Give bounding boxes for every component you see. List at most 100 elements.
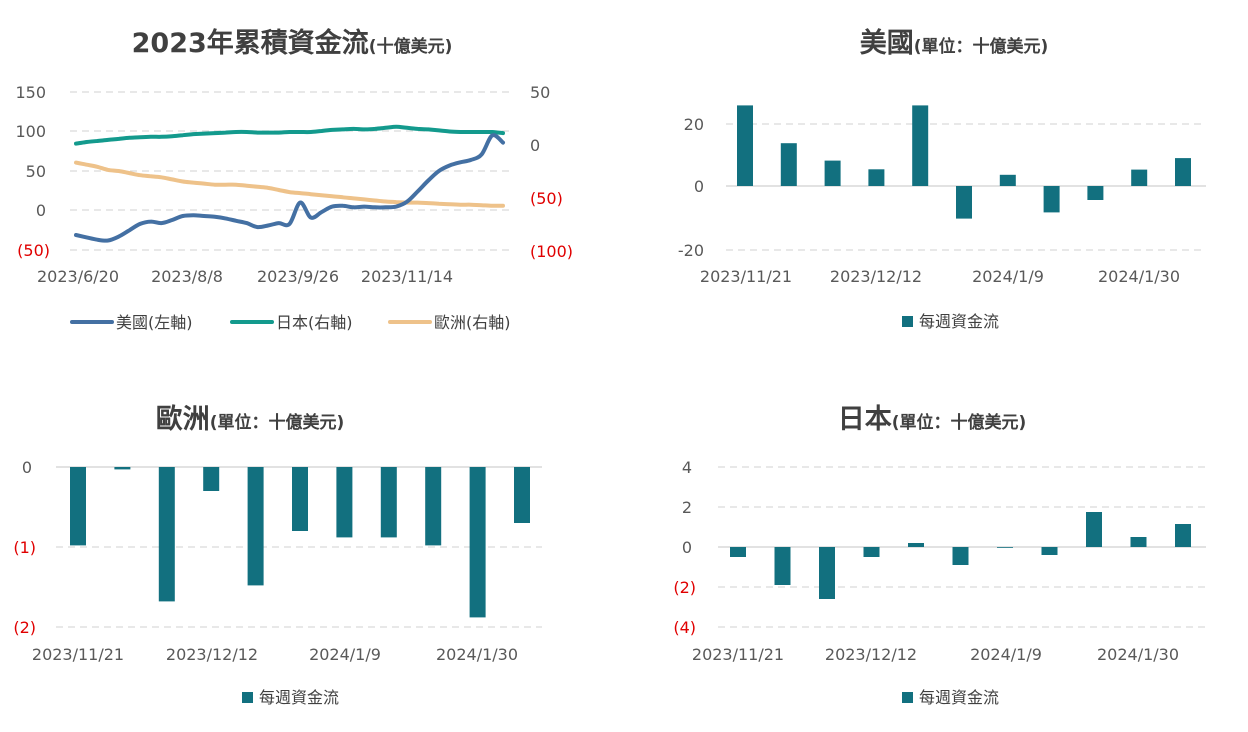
y-tick-label: (2) [13,618,36,637]
y-right-tick-label: (50) [530,189,563,208]
eu-flow-panel: 歐洲(單位：十億美元) 0 (1) (2) 2023/11/21 2023/12… [0,364,624,728]
x-tick-label: 2024/1/30 [436,645,518,664]
eu-weekly-flow-bar [158,467,175,602]
jp-cumulative-line [74,124,505,146]
bar-series [70,467,530,618]
jp-weekly-flow-bar [952,547,969,565]
y-axis: 4 2 0 (2) (4) [673,458,696,637]
x-tick-label: 2023/6/20 [37,267,119,286]
eu-weekly-flow-bar [469,467,486,618]
eu-weekly-flow-bar [336,467,353,538]
jp-weekly-flow-bar [819,547,835,599]
us-weekly-flow-bar [868,169,885,186]
x-tick-label: 2023/11/14 [361,267,453,286]
bar-series [737,105,1191,219]
jp-weekly-flow-chart: 日本(單位：十億美元) 4 2 0 (2) (4) 2023/11/21 202… [673,404,1206,707]
legend-label-jp: 日本(右軸) [276,313,353,332]
y-axis-right: 50 0 (50) (100) [530,83,573,261]
x-axis: 2023/11/21 2023/12/12 2024/1/9 2024/1/30 [32,645,518,664]
x-tick-label: 2024/1/30 [1098,267,1180,286]
x-axis: 2023/11/21 2023/12/12 2024/1/9 2024/1/30 [700,267,1180,286]
legend-swatch [902,316,913,327]
x-tick-label: 2023/9/26 [257,267,339,286]
eu-weekly-flow-bar [203,467,220,491]
x-axis: 2023/11/21 2023/12/12 2024/1/9 2024/1/30 [692,645,1179,664]
y-left-tick-label: 50 [26,162,46,181]
y-right-tick-label: 0 [530,136,540,155]
eu-chart-title: 歐洲(單位：十億美元) [156,404,345,435]
jp-weekly-flow-bar [774,547,791,585]
y-tick-label: 0 [694,177,704,196]
legend-label: 每週資金流 [919,688,999,707]
legend-swatch [242,692,253,703]
legend: 每週資金流 [902,312,999,331]
y-tick-label: 4 [682,458,692,477]
us-flow-panel: 美國(單位：十億美元) 20 0 -20 2023/11/21 2023/12/… [624,0,1248,364]
jp-weekly-flow-bar [1130,537,1147,547]
eu-cumulative-line [74,160,505,208]
y-tick-label: 20 [684,115,704,134]
us-chart-title: 美國(單位：十億美元) [860,27,1049,59]
y-tick-label: -20 [678,241,704,260]
y-left-tick-label: (50) [17,241,50,260]
legend: 每週資金流 [242,688,339,707]
eu-weekly-flow-bar [514,467,530,523]
y-tick-label: 0 [682,538,692,557]
us-weekly-flow-bar [1131,169,1148,186]
jp-flow-panel: 日本(單位：十億美元) 4 2 0 (2) (4) 2023/11/21 202… [624,364,1248,728]
eu-weekly-flow-bar [247,467,264,586]
y-tick-label: (1) [13,538,36,557]
us-cumulative-line [74,133,505,243]
us-weekly-flow-bar [824,160,841,186]
x-tick-label: 2024/1/9 [970,645,1042,664]
jp-chart-title: 日本(單位：十億美元) [838,404,1027,435]
y-tick-label: 2 [682,498,692,517]
x-tick-label: 2024/1/9 [309,645,381,664]
y-tick-label: 0 [22,458,32,477]
x-tick-label: 2024/1/9 [972,267,1044,286]
jp-weekly-flow-bar [1086,512,1102,547]
us-weekly-flow-bar [1087,186,1104,200]
cumulative-flow-panel: 2023年累積資金流(十億美元) 150 100 50 0 (50) 50 0 … [0,0,624,364]
cumulative-flow-chart: 2023年累積資金流(十億美元) 150 100 50 0 (50) 50 0 … [15,27,573,332]
us-weekly-flow-bar [1175,158,1191,186]
x-tick-label: 2023/12/12 [830,267,922,286]
us-weekly-flow-bar [999,174,1016,186]
y-axis: 20 0 -20 [678,115,704,260]
eu-weekly-flow-bar [425,467,442,546]
legend: 每週資金流 [902,688,999,707]
eu-weekly-flow-bar [114,467,131,470]
legend-label-us: 美國(左軸) [116,313,193,332]
line-series [74,124,505,243]
x-tick-label: 2023/12/12 [166,645,258,664]
x-tick-label: 2023/8/8 [151,267,223,286]
eu-weekly-flow-bar [70,467,86,546]
legend-label-eu: 歐洲(右軸) [434,313,511,332]
jp-weekly-flow-bar [730,547,746,557]
eu-weekly-flow-chart: 歐洲(單位：十億美元) 0 (1) (2) 2023/11/21 2023/12… [13,404,542,707]
y-tick-label: (4) [673,618,696,637]
y-left-tick-label: 100 [15,122,46,141]
y-left-tick-label: 0 [36,201,46,220]
us-weekly-flow-bar [1043,186,1060,213]
eu-weekly-flow-bar [292,467,308,531]
us-weekly-flow-chart: 美國(單位：十億美元) 20 0 -20 2023/11/21 2023/12/… [678,27,1206,331]
y-left-tick-label: 150 [15,83,46,102]
legend: 美國(左軸) 日本(右軸) 歐洲(右軸) [70,313,511,332]
us-weekly-flow-bar [737,105,753,186]
us-weekly-flow-bar [956,186,972,219]
us-weekly-flow-bar [780,143,797,186]
legend-label: 每週資金流 [259,688,339,707]
us-weekly-flow-bar [912,105,929,186]
x-tick-label: 2023/11/21 [700,267,792,286]
jp-weekly-flow-bar [1041,547,1058,555]
y-tick-label: (2) [673,578,696,597]
x-tick-label: 2023/11/21 [32,645,124,664]
eu-weekly-flow-bar [380,467,397,538]
cumulative-chart-title: 2023年累積資金流(十億美元) [132,27,453,59]
legend-swatch [902,692,913,703]
bar-series [730,512,1191,599]
y-axis: 0 (1) (2) [13,458,36,637]
jp-weekly-flow-bar [1175,524,1191,547]
x-axis: 2023/6/20 2023/8/8 2023/9/26 2023/11/14 [37,267,453,286]
